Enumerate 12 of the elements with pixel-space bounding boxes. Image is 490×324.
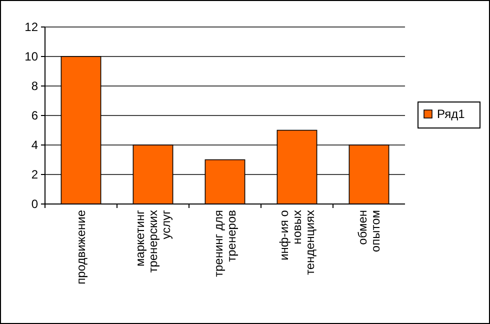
y-tick-label: 4: [31, 138, 38, 152]
y-tick-label: 12: [24, 20, 38, 34]
x-tick-label: тренинг для тренеров: [212, 210, 239, 278]
x-tick-label: маркетинг тренерских услуг: [133, 209, 174, 273]
y-tick-label: 0: [31, 197, 38, 212]
x-tick-label: обмен опытом: [356, 210, 383, 252]
x-tick-label: продвижение: [74, 210, 88, 284]
y-tick-label: 8: [31, 79, 38, 94]
y-tick-label: 2: [31, 168, 38, 182]
y-tick-label: 6: [31, 108, 38, 123]
y-tick-label: 10: [24, 50, 38, 64]
legend-label: Ряд1: [437, 107, 466, 122]
